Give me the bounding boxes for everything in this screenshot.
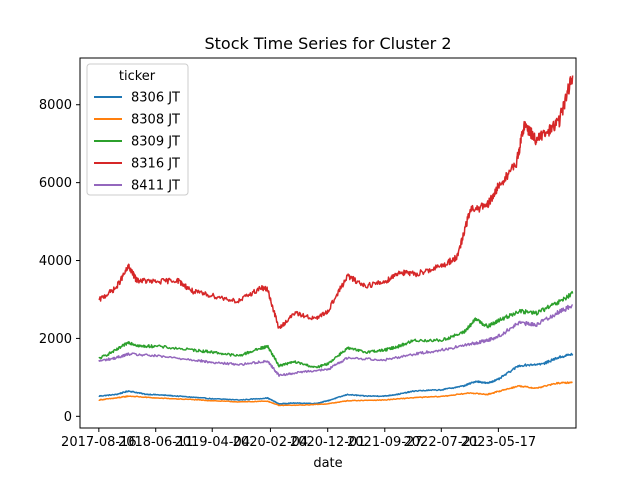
x-axis-ticks: 2017-08-162018-06-112019-04-042020-02-04…: [61, 428, 536, 450]
series-line-8306-jt: [98, 352, 574, 405]
legend: ticker 8306 JT 8308 JT 8309 JT 8316 JT 8411 …: [86, 63, 189, 196]
series-lines: [98, 75, 574, 407]
y-tick-label: 6000: [39, 176, 72, 191]
chart-title: Stock Time Series for Cluster 2: [204, 34, 451, 53]
legend-label: 8306 JT: [131, 91, 180, 106]
x-tick-label: 2019-04-04: [174, 435, 250, 450]
y-tick-label: 8000: [39, 98, 72, 113]
y-tick-label: 2000: [39, 332, 72, 347]
legend-label: 8308 JT: [131, 113, 180, 128]
legend-title: ticker: [119, 69, 156, 84]
x-tick-label: 2018-06-11: [118, 435, 194, 450]
x-tick-label: 2017-08-16: [61, 435, 137, 450]
x-axis-label: date: [313, 456, 342, 471]
y-tick-label: 0: [64, 410, 72, 425]
y-axis-ticks: 0 2000 4000 6000 8000: [39, 98, 80, 425]
legend-label: 8411 JT: [131, 179, 180, 194]
y-tick-label: 4000: [39, 254, 72, 269]
series-line-8309-jt: [98, 290, 574, 369]
legend-items: 8306 JT 8308 JT 8309 JT 8316 JT 8411 JT: [94, 91, 180, 194]
x-tick-label: 2020-12-01: [290, 435, 366, 450]
x-tick-label: 2023-05-17: [461, 435, 537, 450]
x-tick-label: 2021-09-27: [347, 435, 423, 450]
legend-label: 8316 JT: [131, 157, 180, 172]
x-tick-label: 2022-07-21: [404, 435, 480, 450]
legend-label: 8309 JT: [131, 135, 180, 150]
series-line-8411-jt: [98, 304, 573, 377]
x-tick-label: 2020-02-04: [233, 435, 309, 450]
series-line-8316-jt: [98, 75, 574, 329]
series-line-8308-jt: [98, 381, 573, 407]
